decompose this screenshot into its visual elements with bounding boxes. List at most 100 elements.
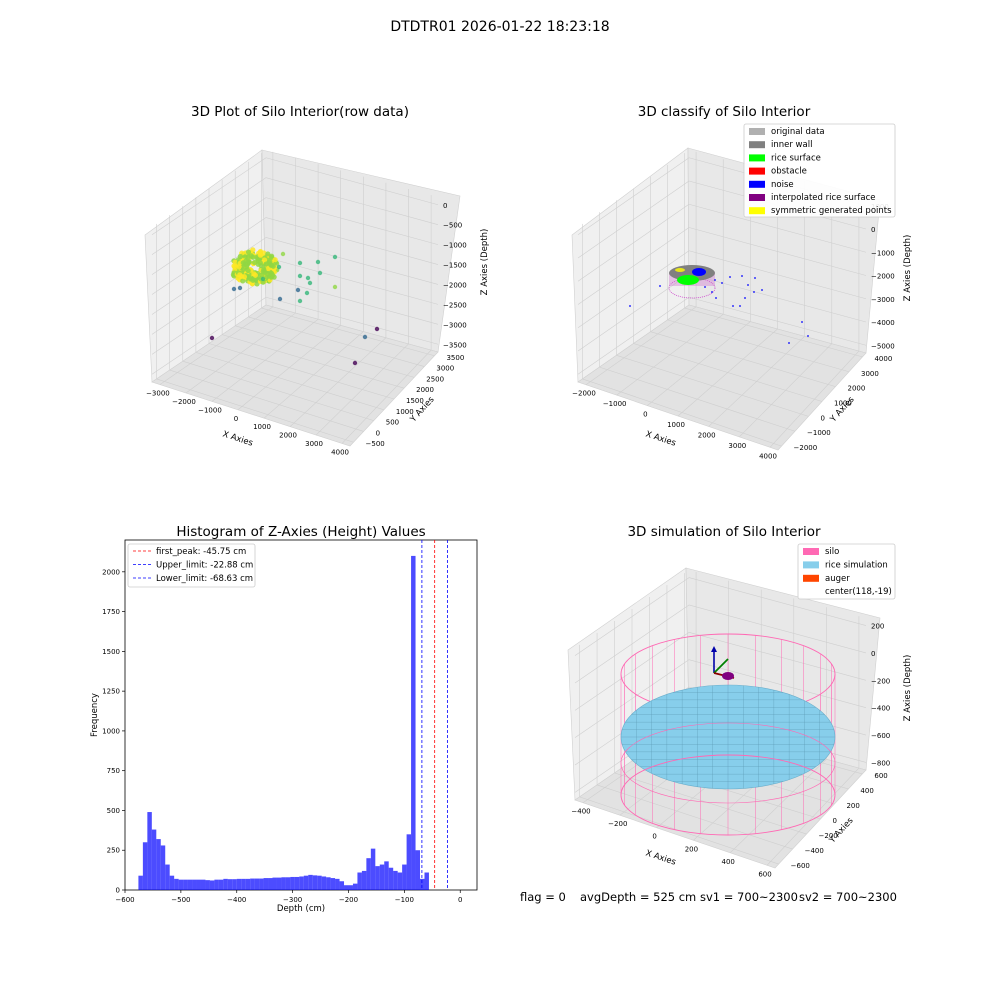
hist-bar [357, 872, 362, 890]
hist-bar [317, 875, 322, 890]
cls-x-tick: 4000 [759, 452, 777, 460]
raw-point [277, 296, 283, 302]
hist-bar [227, 879, 233, 890]
raw-point [297, 298, 303, 304]
cls-z-tick: −3000 [871, 296, 895, 304]
raw-point [272, 257, 278, 263]
panel-histogram: Histogram of Z-Axies (Height) Values −60… [90, 524, 478, 914]
raw-grid-z [151, 277, 267, 355]
cls-grid-z-wall [688, 296, 867, 346]
sim-legend-swatch [803, 574, 819, 582]
cls-noise-cluster [692, 268, 706, 276]
cls-x-tick: −2000 [572, 390, 596, 398]
raw-point [241, 274, 247, 280]
hist-bar [366, 858, 371, 890]
hist-bar [352, 883, 358, 890]
sim-legend-label: center(118,-19) [825, 587, 892, 597]
sim-z-tick: 0 [871, 650, 875, 658]
figure-suptitle: DTDTR01 2026-01-22 18:23:18 [390, 19, 609, 35]
hist-bar [232, 879, 237, 890]
cls-z-tick: 0 [871, 226, 875, 234]
hist-bar [321, 876, 327, 890]
hist-bar [250, 878, 255, 890]
sim-grid-z [574, 604, 690, 684]
hist-legend-label: Lower_limit: -68.63 cm [156, 574, 253, 584]
cls-z-axis-label: Z Axies (Depth) [903, 235, 913, 302]
hist-bar [375, 866, 380, 890]
sim-x-tick: −200 [608, 820, 627, 828]
cls-noise-point [807, 335, 809, 337]
cls-legend-frame [743, 123, 896, 218]
raw-grid-y [261, 307, 435, 357]
hist-legend: first_peak: -45.75 cm Upper_limit: -22.88… [127, 543, 256, 588]
sim-y-tick: −600 [791, 862, 810, 870]
panel-raw-3d: 3D Plot of Silo Interior(row data) −3000… [144, 104, 490, 456]
raw-grid-y [182, 360, 374, 421]
cls-legend-swatch [749, 128, 765, 135]
hist-x-tick: −200 [339, 896, 358, 904]
hist-bar [151, 829, 157, 890]
raw-point [209, 335, 215, 341]
raw-z-tick: 0 [443, 202, 447, 210]
hist-bar [285, 877, 291, 890]
cls-noise-point [732, 305, 734, 307]
raw-point [232, 264, 238, 270]
status-avg-depth: avgDepth = 525 cm [580, 890, 696, 904]
panel-classify-3d: 3D classify of Silo Interior −2000 −1000 0… [571, 104, 913, 460]
hist-bar [272, 877, 277, 890]
raw-point [297, 273, 303, 279]
hist-bars [138, 555, 429, 890]
raw-point [232, 259, 238, 265]
raw-grid-z-wall [265, 296, 439, 345]
raw-z-tick: −500 [443, 222, 462, 230]
sim-silo-mid-ring [620, 722, 836, 804]
raw-point [307, 280, 313, 286]
hist-tick-labels: −600 −500 −400 −300 −200 −100 0 0 250 500 750 1000 1… [102, 568, 462, 904]
hist-bar [326, 877, 331, 890]
raw-y-tick: −500 [366, 440, 385, 448]
cls-grid-z-wall [688, 273, 867, 323]
raw-x-tick: 1000 [253, 423, 271, 431]
sim-rice-mesh [621, 685, 835, 789]
sim-grid-z-wall [688, 577, 867, 626]
sim-legend-swatch [803, 561, 819, 569]
raw-z-tick: −2000 [443, 281, 467, 289]
panel-classify-title: 3D classify of Silo Interior [638, 104, 811, 120]
cls-grid-z-wall [688, 227, 867, 276]
hist-bar [183, 879, 188, 890]
cls-noise-point [754, 277, 756, 279]
hist-legend-items: first_peak: -45.75 cm Upper_limit: -22.88… [133, 547, 253, 584]
raw-y-tick: 0 [376, 429, 380, 437]
sim-y-tick: 600 [874, 772, 887, 780]
cls-noise-point [729, 276, 731, 278]
cls-rice-surface [677, 275, 699, 285]
sim-grid-y [596, 784, 793, 850]
raw-point [251, 271, 257, 277]
panel-raw-title: 3D Plot of Silo Interior(row data) [191, 104, 409, 120]
raw-point [236, 264, 242, 270]
raw-x-tick: 4000 [331, 448, 349, 456]
hist-bar [205, 880, 210, 890]
sim-z-tick: −800 [871, 759, 890, 767]
hist-x-tick: −600 [115, 896, 134, 904]
cls-legend-label: inner wall [771, 140, 812, 150]
raw-grid-z-wall [265, 157, 439, 206]
hist-legend-label: first_peak: -45.75 cm [156, 547, 246, 557]
raw-point [257, 252, 263, 258]
hist-bar [169, 875, 175, 890]
raw-z-axis-label: Z Axies (Depth) [480, 229, 490, 296]
cls-legend-swatch [749, 154, 765, 162]
hist-bar [214, 879, 219, 890]
raw-grid-z [151, 177, 267, 255]
raw-point [374, 326, 380, 332]
cls-x-axis-label: X Axies [644, 429, 677, 448]
cls-legend-swatch [749, 180, 765, 188]
raw-x-tick: −1000 [198, 406, 222, 414]
cls-noise-point [744, 297, 746, 299]
raw-point [257, 260, 263, 266]
raw-grid-y [208, 343, 395, 400]
raw-grid-z-wall [265, 257, 439, 305]
hist-x-tick: −500 [171, 896, 190, 904]
cls-y-tick: 3000 [861, 370, 879, 378]
hist-y-tick: 1000 [102, 727, 120, 735]
